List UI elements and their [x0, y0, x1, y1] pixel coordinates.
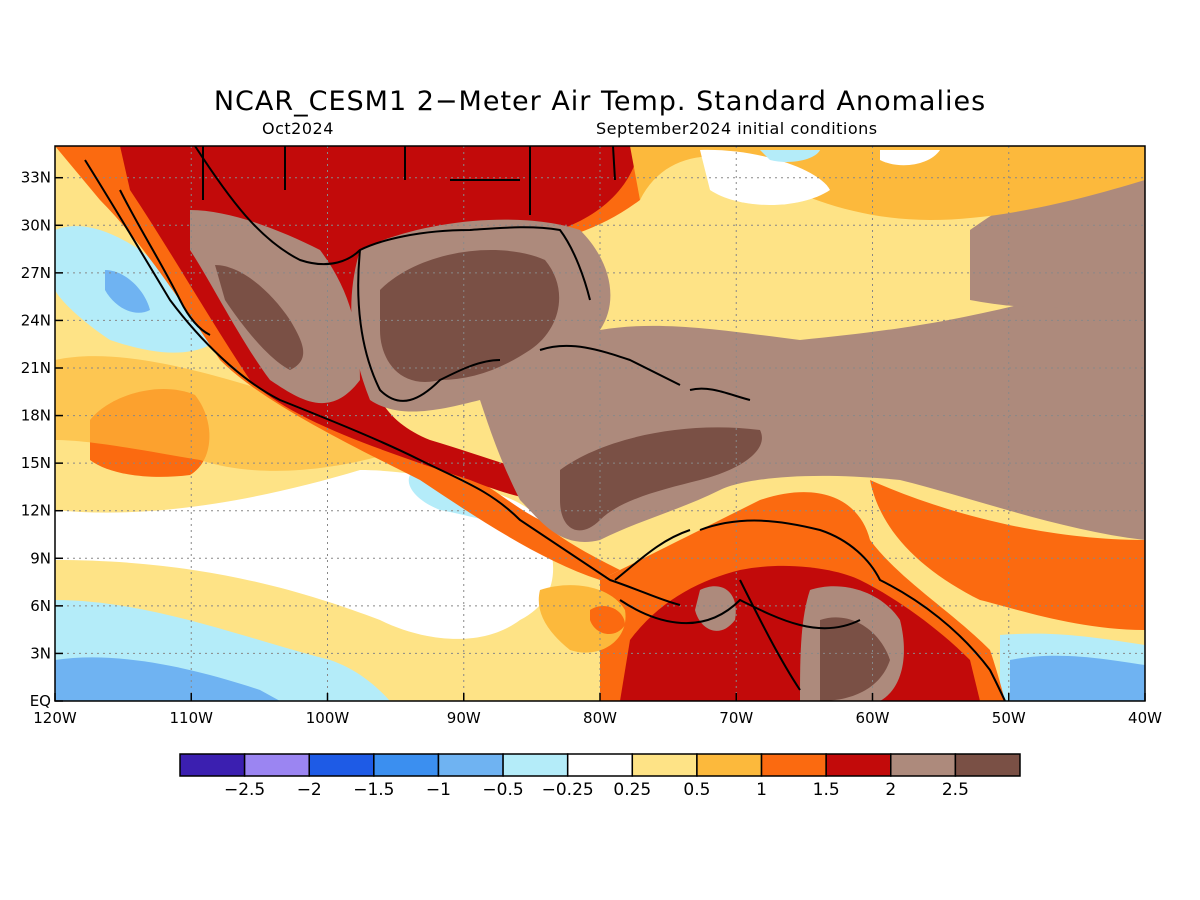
colorbar-label: 2	[885, 780, 896, 800]
lat-lon-grid	[55, 146, 1145, 701]
colorbar-swatch	[760, 753, 827, 777]
y-tick-label: 9N	[30, 549, 51, 567]
longitude-axis: 120W 110W 100W 90W 80W 70W 60W 50W 40W	[33, 693, 1162, 727]
colorbar-label: −1.5	[353, 780, 394, 800]
colorbar-swatch	[437, 753, 504, 777]
colorbar-label: −0.5	[482, 780, 523, 800]
y-tick-label: 30N	[21, 216, 51, 234]
colorbar-swatch	[696, 753, 763, 777]
x-tick-label: 40W	[1128, 709, 1162, 727]
colorbar-label: −2	[297, 780, 322, 800]
colorbar-label: −2.5	[224, 780, 265, 800]
y-tick-label: 27N	[21, 264, 51, 282]
colorbar-swatch	[243, 753, 310, 777]
x-tick-label: 70W	[719, 709, 753, 727]
colorbar-swatch	[954, 753, 1021, 777]
colorbar-swatch	[502, 753, 569, 777]
y-tick-label: EQ	[30, 692, 51, 710]
colorbar-label: −1	[426, 780, 451, 800]
colorbar: −2.5 −2 −1.5 −1 −0.5 −0.25 0.25 0.5 1 1.5 2 2.5	[179, 753, 1021, 800]
y-tick-label: 24N	[21, 311, 51, 329]
colorbar-label: 0.25	[613, 780, 651, 800]
x-tick-label: 90W	[447, 709, 481, 727]
x-tick-label: 120W	[33, 709, 77, 727]
x-tick-label: 110W	[170, 709, 214, 727]
x-tick-label: 80W	[583, 709, 617, 727]
colorbar-label: −0.25	[542, 780, 594, 800]
x-tick-label: 60W	[856, 709, 890, 727]
init-conditions-label: September2024 initial conditions	[596, 119, 878, 138]
y-tick-label: 6N	[30, 597, 51, 615]
y-tick-label: 3N	[30, 644, 51, 662]
colorbar-swatch	[566, 753, 634, 777]
anomaly-shading	[55, 146, 1145, 701]
x-tick-label: 50W	[992, 709, 1026, 727]
colorbar-label: 2.5	[942, 780, 969, 800]
colorbar-label: 0.5	[683, 780, 710, 800]
colorbar-swatch	[631, 753, 698, 777]
colorbar-swatch	[890, 753, 957, 777]
coastlines	[84, 146, 1006, 701]
y-tick-label: 18N	[21, 407, 51, 425]
y-tick-label: 21N	[21, 359, 51, 377]
y-tick-label: 12N	[21, 502, 51, 520]
y-tick-label: 33N	[21, 169, 51, 187]
colorbar-label: 1	[756, 780, 767, 800]
colorbar-swatch	[308, 753, 375, 777]
latitude-axis: EQ 3N 6N 9N 12N 15N 18N 21N 24N 27N 30N 33N	[21, 169, 63, 710]
x-tick-label: 100W	[306, 709, 350, 727]
colorbar-label: 1.5	[813, 780, 840, 800]
map-title: NCAR_CESM1 2−Meter Air Temp. Standard An…	[213, 86, 987, 117]
colorbar-swatch	[179, 753, 246, 777]
colorbar-swatch	[825, 753, 892, 777]
y-tick-label: 15N	[21, 454, 51, 472]
valid-month-label: Oct2024	[262, 119, 334, 138]
colorbar-swatch	[373, 753, 440, 777]
